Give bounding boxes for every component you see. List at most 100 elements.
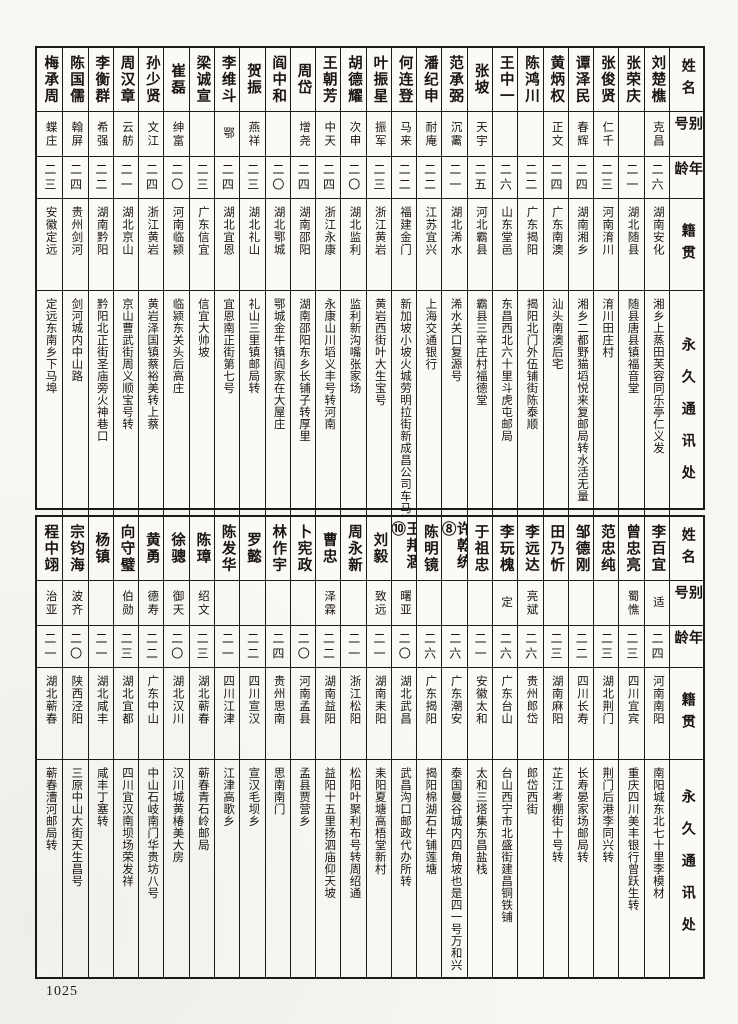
entry-alias: 正文 (543, 112, 568, 157)
entry-name: 罗懿 (240, 517, 265, 581)
entry-address: 重庆四川美丰银行曾跃生转 (626, 767, 639, 911)
entry-native-place: 安徽定远 (37, 199, 63, 291)
header-address: 永久通讯处 (679, 788, 695, 949)
directory-table-bottom: 姓名 别号 年龄 籍贯 永久通讯处 李百宜 适 二四 河南南阳 南阳城东北七十里… (35, 515, 705, 979)
entry-address: 汕头南澳后宅 (550, 298, 563, 370)
entry-name: 张荣庆 (619, 48, 644, 112)
entry-age: 二一 (467, 626, 493, 668)
entry-age: 二〇 (290, 626, 316, 668)
entry-native-place: 浙江永康 (316, 199, 341, 291)
entry-address: 中山石岐南门华贵坊八号 (146, 767, 159, 899)
entry-name: 杨镇 (88, 517, 113, 581)
directory-entry-column: 张荣庆 二一 湖北随县 随县唐县镇福音堂 (618, 48, 644, 542)
directory-entry-column: 程中翊 治亚 二一 湖北蕲春 蕲春漕河邮局转 (37, 517, 63, 977)
directory-entry-column: 周永新 二一 浙江松阳 松阳叶聚利布号转周绍通 (340, 517, 366, 977)
directory-entry-column: 阎中和 二〇 湖北鄂城 鄂城金牛镇阎家在大屋庄 (264, 48, 290, 542)
entry-address: 郎岱西街 (525, 767, 538, 815)
entry-native-place: 贵州剑河 (63, 199, 88, 291)
entry-name: 李玩槐 (493, 517, 518, 581)
directory-entry-column: 邹德刚 二二 四川长寿 长寿晏家场邮局转 (567, 517, 594, 977)
directory-entry-column: 王朝芳 中天 二四 浙江永康 永康山川塪义丰号转河南 (315, 48, 341, 542)
entry-age: 二四 (290, 157, 316, 199)
entry-alias: 云舫 (113, 112, 139, 157)
entry-name: 卜宪政 (290, 517, 316, 581)
directory-entry-column: 田乃忻 二三 湖南麻阳 芷江考棚街十号转 (542, 517, 568, 977)
header-name: 姓名 (670, 48, 703, 112)
entry-name: 田乃忻 (543, 517, 568, 581)
entry-age: 二四 (63, 157, 88, 199)
entry-name: 向守璧 (113, 517, 139, 581)
entry-age: 二二 (417, 157, 442, 199)
directory-entry-column: 李远达 亮斌 二六 贵州郎岱 郎岱西街 (517, 517, 543, 977)
entry-name: 李维斗 (214, 48, 240, 112)
entry-name: 阎中和 (265, 48, 290, 112)
entry-age: 二四 (568, 157, 594, 199)
entry-age: 二〇 (341, 157, 366, 199)
entry-alias: 沉霱 (442, 112, 467, 157)
entry-name: 宗钧海 (63, 517, 88, 581)
entry-alias: 波齐 (63, 581, 88, 626)
entry-native-place: 湖南麻阳 (543, 668, 568, 760)
directory-entry-column: 谭泽民 春辉 二四 湖南湘乡 湘乡二都野猫塪悦来复邮局转水活无量 (567, 48, 594, 542)
entry-address: 湘乡上蒸田芙容同乐亭仁义发 (651, 298, 664, 454)
directory-entry-column: 黄勇 德寿 二二 广东中山 中山石岐南门华贵坊八号 (138, 517, 164, 977)
entry-address: 汉川城黄椿美大房 (171, 767, 184, 863)
entry-alias: 绅富 (164, 112, 189, 157)
entry-address: 湖南邵阳东乡长铺子转厚里 (297, 298, 310, 442)
directory-entry-column: 杨镇 二一 湖北咸丰 咸丰丁塞转 (87, 517, 113, 977)
header-alias: 别号 (670, 581, 703, 626)
directory-entry-column: 林作宇 二四 贵州思南 思南南门 (264, 517, 290, 977)
directory-table-top: 姓名 别号 年龄 籍贯 永久通讯处 刘楚樵 克昌 二六 湖南安化 湘乡上蒸田芙容… (35, 46, 705, 542)
entry-alias (265, 581, 290, 626)
entry-alias: 致远 (366, 581, 391, 626)
entry-alias: 蝶庄 (37, 112, 63, 157)
entry-name: 梅承周 (37, 48, 63, 112)
entry-address: 益阳十五里扬泗庙仰天坡 (323, 767, 336, 899)
header-column: 姓名 别号 年龄 籍贯 永久通讯处 (669, 48, 703, 542)
directory-entry-column: 叶振星 振军 二三 浙江黄岩 黄岩西街叶大生宝号 (365, 48, 391, 542)
entry-native-place: 湖北蕲春 (37, 668, 63, 760)
entry-age: 二二 (316, 626, 341, 668)
entry-name: 许乾统⑧ (442, 517, 467, 581)
page-number: 1025 (46, 984, 78, 999)
directory-entry-column: 王中一 二六 山东堂邑 东昌西北六十里斗虎屯邮局 (492, 48, 518, 542)
entry-name: 范忠纯 (594, 517, 619, 581)
directory-entry-column: 范忠纯 二三 湖北荆门 荆门后港李同兴转 (593, 517, 619, 977)
entry-native-place: 四川宣汉 (240, 668, 265, 760)
entry-name: 何连登 (391, 48, 417, 112)
entry-alias (619, 112, 644, 157)
entry-age: 二〇 (391, 626, 417, 668)
directory-entry-column: 李维斗 鄂 二四 湖北宜恩 宜恩南正街第七号 (213, 48, 240, 542)
entry-alias: 耐庵 (417, 112, 442, 157)
table-columns: 姓名 别号 年龄 籍贯 永久通讯处 李百宜 适 二四 河南南阳 南阳城东北七十里… (37, 517, 703, 977)
entry-native-place: 湖北礼山 (240, 199, 265, 291)
entry-address: 礼山三里镇邮局转 (247, 298, 260, 394)
entry-native-place: 河南孟县 (290, 668, 316, 760)
directory-entry-column: 卜宪政 二〇 河南孟县 孟县贾营乡 (289, 517, 316, 977)
directory-entry-column: 崔磊 绅富 二〇 河南临颍 临颍东关头后高庄 (163, 48, 189, 542)
entry-age: 二四 (543, 157, 568, 199)
header-age: 年龄 (670, 157, 703, 199)
entry-alias: 仁千 (594, 112, 619, 157)
entry-name: 黄勇 (139, 517, 164, 581)
entry-alias (341, 581, 366, 626)
entry-age: 二三 (113, 626, 139, 668)
entry-address: 湘乡二都野猫塪悦来复邮局转水活无量 (576, 298, 589, 502)
entry-address: 荆门后港李同兴转 (601, 767, 614, 863)
entry-address: 松阳叶聚利布号转周绍通 (348, 767, 361, 899)
entry-age: 二一 (366, 626, 391, 668)
entry-age: 二〇 (265, 157, 290, 199)
entry-native-place: 福建金门 (391, 199, 417, 291)
entry-native-place: 湖北武昌 (391, 668, 417, 760)
entry-name: 梁诚宣 (189, 48, 214, 112)
entry-alias: 伯勋 (113, 581, 139, 626)
entry-alias (189, 112, 214, 157)
entry-name: 崔磊 (164, 48, 189, 112)
entry-alias: 亮斌 (518, 581, 543, 626)
directory-entry-column: 许乾统⑧ 二六 广东潮安 泰国曼谷城内四角坡也是四一号万和兴 (441, 517, 467, 977)
entry-address: 浠水关口复源号 (449, 298, 462, 382)
entry-alias: 曙亚 (391, 581, 417, 626)
entry-age: 二一 (442, 157, 467, 199)
entry-name: 王中一 (493, 48, 518, 112)
directory-entry-column: 梅承周 蝶庄 二三 安徽定远 定远东南乡下马埠 (37, 48, 63, 542)
